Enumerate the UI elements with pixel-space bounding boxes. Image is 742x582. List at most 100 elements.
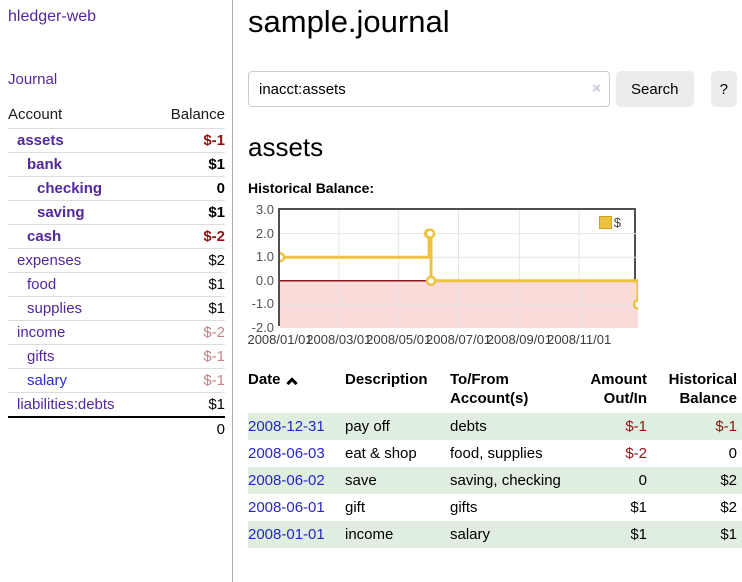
transaction-balance: $1 — [720, 526, 737, 543]
transaction-accounts: gifts — [450, 499, 478, 516]
search-input[interactable] — [248, 71, 610, 107]
account-balance: $-1 — [151, 368, 225, 393]
transaction-date-link[interactable]: 2008-12-31 — [248, 418, 325, 435]
accounts-header-account: Account — [8, 103, 152, 129]
account-row: bank $1 — [8, 152, 225, 177]
transaction-date-link[interactable]: 2008-01-01 — [248, 526, 325, 543]
help-button[interactable]: ? — [710, 71, 737, 107]
transaction-row: 2008-06-03 eat & shop food, supplies $-2 0 — [248, 440, 742, 467]
account-row: gifts $-1 — [8, 344, 225, 369]
y-axis-tick: 1.0 — [255, 249, 274, 265]
account-balance: $2 — [151, 248, 225, 273]
accounts-table: Account Balance assets $-1 bank $1 checking 0… — [8, 103, 225, 442]
transaction-accounts: debts — [450, 418, 487, 435]
transaction-description: pay off — [345, 418, 390, 435]
account-balance: $-1 — [151, 344, 225, 369]
app-title-link[interactable]: hledger-web — [8, 8, 97, 25]
account-balance: $-2 — [151, 224, 225, 249]
x-axis-tick: 2008/09/01 — [486, 332, 552, 347]
y-axis-tick: 0.0 — [255, 272, 274, 288]
account-row: cash $-2 — [8, 224, 225, 249]
account-balance: $1 — [151, 272, 225, 297]
account-balance: $1 — [151, 392, 225, 418]
legend-swatch-icon — [598, 216, 612, 229]
account-link[interactable]: assets — [17, 132, 64, 149]
transaction-date-link[interactable]: 2008-06-02 — [248, 472, 325, 489]
account-link[interactable]: bank — [27, 156, 63, 173]
txn-header-balance: Historical Balance — [668, 371, 737, 407]
transaction-balance: $2 — [720, 472, 737, 489]
account-link[interactable]: liabilities:debts — [17, 396, 115, 413]
account-link[interactable]: expenses — [17, 252, 82, 269]
account-link[interactable]: salary — [27, 372, 68, 389]
transaction-accounts: salary — [450, 526, 491, 543]
txn-header-amount: Amount Out/In — [590, 371, 647, 407]
account-link[interactable]: saving — [37, 204, 85, 221]
page-title: sample.journal — [248, 4, 450, 39]
transaction-amount: $1 — [630, 499, 647, 516]
account-balance: 0 — [151, 176, 225, 201]
account-link[interactable]: income — [17, 324, 66, 341]
account-link[interactable]: checking — [37, 180, 103, 197]
account-row: income $-2 — [8, 320, 225, 345]
x-axis-tick: 2008/01/01 — [247, 332, 313, 347]
transaction-date-link[interactable]: 2008-06-03 — [248, 445, 325, 462]
y-axis-tick: 2.0 — [255, 225, 274, 241]
sidebar-item-journal[interactable]: Journal — [8, 71, 58, 88]
y-axis-tick: -2.0 — [251, 320, 274, 335]
account-balance: $1 — [151, 200, 225, 225]
x-axis-tick: 2008/07/01 — [425, 332, 492, 347]
txn-header-description: Description — [345, 371, 428, 388]
accounts-header-balance: Balance — [151, 103, 225, 129]
account-row: checking 0 — [8, 176, 225, 201]
search-form: × Search ? — [248, 71, 737, 107]
account-row: assets $-1 — [8, 128, 225, 153]
transaction-accounts: food, supplies — [450, 445, 543, 462]
sidebar: hledger-web Journal Account Balance asse… — [0, 0, 233, 582]
y-axis-tick: 3.0 — [255, 202, 274, 217]
search-button[interactable]: Search — [616, 71, 694, 107]
transaction-row: 2008-12-31 pay off debts $-1 $-1 — [248, 413, 742, 440]
account-row: supplies $1 — [8, 296, 225, 321]
account-row: saving $1 — [8, 200, 225, 225]
transaction-row: 2008-06-02 save saving, checking 0 $2 — [248, 467, 742, 494]
x-axis-tick: 2008/11/01 — [547, 332, 612, 347]
main-content: sample.journal × Search ? assets Histori… — [234, 0, 742, 548]
chart-legend: $ — [598, 215, 621, 230]
transaction-amount: 0 — [638, 472, 647, 489]
account-link[interactable]: supplies — [27, 300, 83, 317]
sort-ascending-icon — [285, 377, 298, 389]
transaction-date-link[interactable]: 2008-06-01 — [248, 499, 325, 516]
account-link[interactable]: gifts — [27, 348, 55, 365]
chart-x-labels: 2008/01/01 2008/03/01 2008/05/01 2008/07/01… — [247, 332, 638, 348]
transaction-balance: $-1 — [715, 418, 737, 435]
account-row: salary $-1 — [8, 368, 225, 393]
chart-heading: Historical Balance: — [248, 180, 375, 196]
accounts-total-row: 0 — [8, 416, 225, 442]
transaction-accounts: saving, checking — [450, 472, 561, 489]
clear-search-icon[interactable]: × — [592, 80, 601, 97]
account-row: food $1 — [8, 272, 225, 297]
txn-header-date[interactable]: Date — [248, 368, 345, 413]
legend-label: $ — [613, 215, 621, 230]
transaction-amount: $-1 — [625, 418, 647, 435]
account-row: expenses $2 — [8, 248, 225, 273]
transaction-balance: $2 — [720, 499, 737, 516]
txn-header-account: To/From Account(s) — [450, 371, 529, 407]
transaction-description: gift — [345, 499, 366, 516]
accounts-total-value: 0 — [151, 416, 225, 442]
account-balance: $1 — [151, 152, 225, 177]
transaction-amount: $1 — [630, 526, 647, 543]
chart-y-labels: 3.0 2.0 1.0 0.0 -1.0 -2.0 — [248, 203, 274, 334]
x-axis-tick: 2008/03/01 — [306, 332, 372, 347]
x-axis-tick: 2008/05/01 — [366, 332, 432, 347]
transaction-row: 2008-01-01 income salary $1 $1 — [248, 521, 742, 548]
account-link[interactable]: cash — [27, 228, 62, 245]
transaction-description: save — [345, 472, 377, 489]
account-heading: assets — [248, 132, 324, 162]
y-axis-tick: -1.0 — [251, 296, 274, 312]
transaction-balance: 0 — [728, 445, 737, 462]
account-link[interactable]: food — [27, 276, 57, 293]
chart-plot: $ — [278, 208, 638, 328]
transaction-description: income — [345, 526, 394, 543]
